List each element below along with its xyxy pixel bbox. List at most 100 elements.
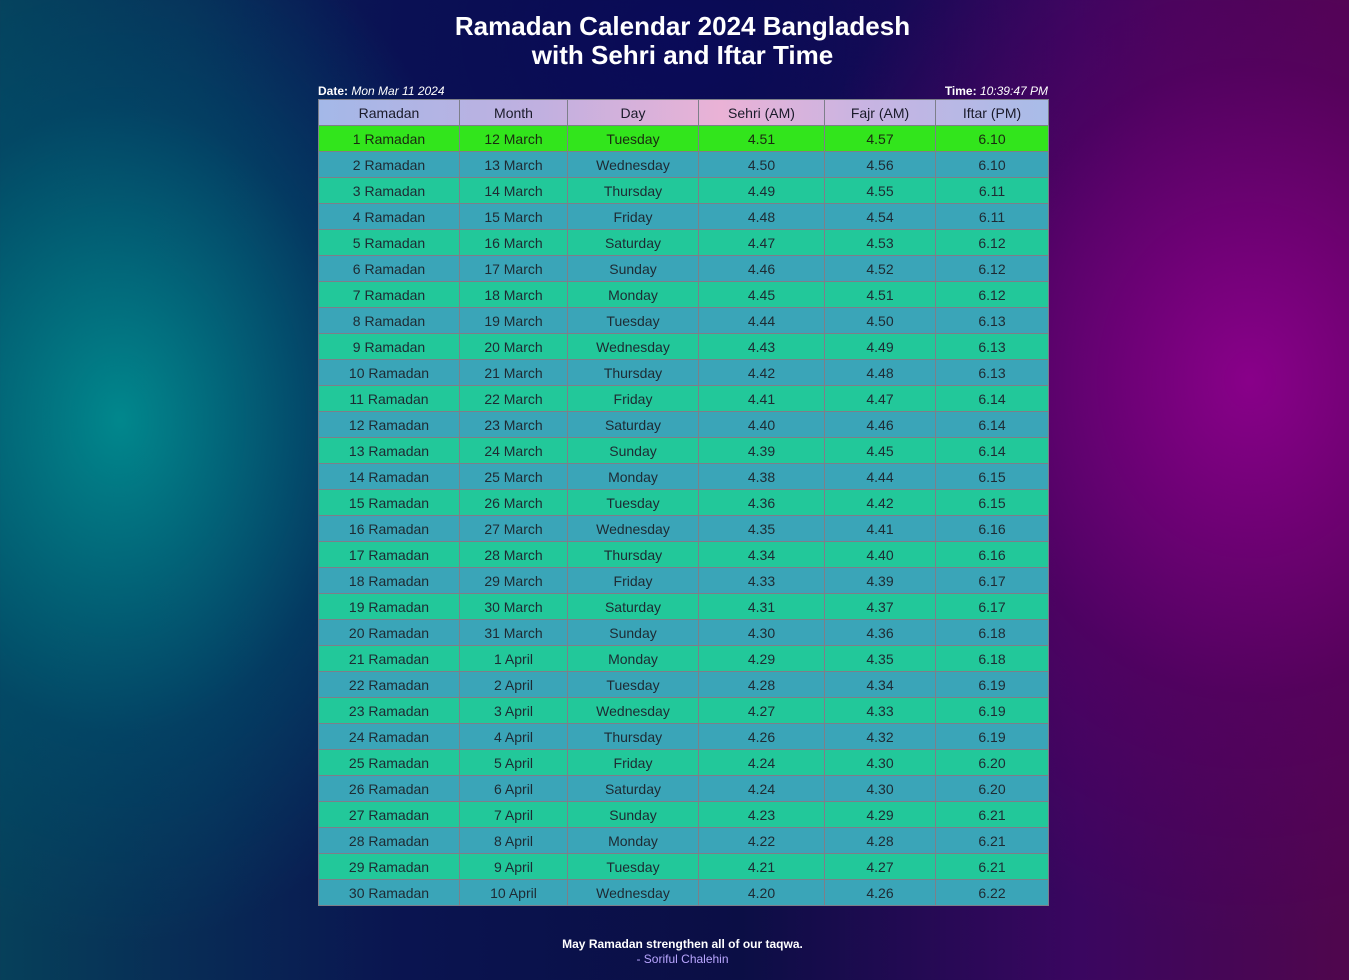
cell-ramadan: 21 Ramadan xyxy=(318,645,460,672)
cell-day: Tuesday xyxy=(567,489,699,516)
cell-fajr: 4.50 xyxy=(824,307,936,334)
header-fajr: Fajr (AM) xyxy=(824,99,936,126)
table-row: 26 Ramadan 6 April Saturday 4.24 4.30 6.20 xyxy=(318,775,1049,802)
cell-iftar: 6.16 xyxy=(935,515,1049,542)
cell-day: Tuesday xyxy=(567,671,699,698)
cell-fajr: 4.52 xyxy=(824,255,936,282)
cell-month: 10 April xyxy=(459,879,568,906)
header-month: Month xyxy=(459,99,568,126)
cell-iftar: 6.20 xyxy=(935,749,1049,776)
cell-day: Saturday xyxy=(567,229,699,256)
cell-day: Saturday xyxy=(567,411,699,438)
cell-sehri: 4.43 xyxy=(698,333,825,360)
cell-month: 6 April xyxy=(459,775,568,802)
cell-month: 4 April xyxy=(459,723,568,750)
cell-iftar: 6.12 xyxy=(935,229,1049,256)
table-row: 8 Ramadan 19 March Tuesday 4.44 4.50 6.13 xyxy=(318,307,1049,334)
table-row: 20 Ramadan 31 March Sunday 4.30 4.36 6.18 xyxy=(318,619,1049,646)
cell-day: Thursday xyxy=(567,359,699,386)
cell-sehri: 4.46 xyxy=(698,255,825,282)
cell-ramadan: 19 Ramadan xyxy=(318,593,460,620)
cell-month: 15 March xyxy=(459,203,568,230)
cell-day: Friday xyxy=(567,749,699,776)
cell-day: Friday xyxy=(567,385,699,412)
cell-day: Wednesday xyxy=(567,151,699,178)
cell-iftar: 6.15 xyxy=(935,489,1049,516)
header-sehri: Sehri (AM) xyxy=(698,99,825,126)
cell-day: Monday xyxy=(567,281,699,308)
cell-iftar: 6.20 xyxy=(935,775,1049,802)
cell-sehri: 4.33 xyxy=(698,567,825,594)
cell-fajr: 4.51 xyxy=(824,281,936,308)
cell-month: 23 March xyxy=(459,411,568,438)
cell-sehri: 4.44 xyxy=(698,307,825,334)
cell-day: Friday xyxy=(567,567,699,594)
cell-fajr: 4.47 xyxy=(824,385,936,412)
cell-iftar: 6.12 xyxy=(935,255,1049,282)
cell-month: 17 March xyxy=(459,255,568,282)
cell-day: Wednesday xyxy=(567,515,699,542)
cell-day: Monday xyxy=(567,463,699,490)
date-time-bar: Date: Mon Mar 11 2024 Time: 10:39:47 PM xyxy=(318,83,1048,99)
cell-ramadan: 29 Ramadan xyxy=(318,853,460,880)
current-time: Time: 10:39:47 PM xyxy=(945,83,1048,99)
table-row: 2 Ramadan 13 March Wednesday 4.50 4.56 6.10 xyxy=(318,151,1049,178)
cell-month: 3 April xyxy=(459,697,568,724)
table-row: 4 Ramadan 15 March Friday 4.48 4.54 6.11 xyxy=(318,203,1049,230)
cell-iftar: 6.15 xyxy=(935,463,1049,490)
cell-month: 24 March xyxy=(459,437,568,464)
cell-sehri: 4.49 xyxy=(698,177,825,204)
cell-iftar: 6.22 xyxy=(935,879,1049,906)
cell-fajr: 4.28 xyxy=(824,827,936,854)
cell-day: Wednesday xyxy=(567,333,699,360)
cell-iftar: 6.19 xyxy=(935,671,1049,698)
header-day: Day xyxy=(567,99,699,126)
table-header-row: Ramadan Month Day Sehri (AM) Fajr (AM) I… xyxy=(318,99,1049,126)
cell-sehri: 4.48 xyxy=(698,203,825,230)
cell-fajr: 4.44 xyxy=(824,463,936,490)
cell-month: 27 March xyxy=(459,515,568,542)
date-label: Date: xyxy=(318,84,349,98)
quote-author: - Soriful Chalehin xyxy=(636,952,729,966)
cell-ramadan: 2 Ramadan xyxy=(318,151,460,178)
cell-fajr: 4.40 xyxy=(824,541,936,568)
cell-sehri: 4.29 xyxy=(698,645,825,672)
cell-sehri: 4.51 xyxy=(698,125,825,152)
table-row: 6 Ramadan 17 March Sunday 4.46 4.52 6.12 xyxy=(318,255,1049,282)
table-row-today: 1 Ramadan 12 March Tuesday 4.51 4.57 6.10 xyxy=(318,125,1049,152)
table-row: 15 Ramadan 26 March Tuesday 4.36 4.42 6.15 xyxy=(318,489,1049,516)
cell-day: Monday xyxy=(567,645,699,672)
cell-month: 29 March xyxy=(459,567,568,594)
cell-month: 21 March xyxy=(459,359,568,386)
cell-ramadan: 22 Ramadan xyxy=(318,671,460,698)
cell-ramadan: 1 Ramadan xyxy=(318,125,460,152)
cell-day: Sunday xyxy=(567,619,699,646)
cell-day: Thursday xyxy=(567,723,699,750)
cell-fajr: 4.27 xyxy=(824,853,936,880)
cell-fajr: 4.29 xyxy=(824,801,936,828)
cell-sehri: 4.47 xyxy=(698,229,825,256)
cell-month: 16 March xyxy=(459,229,568,256)
page-title-line2: with Sehri and Iftar Time xyxy=(531,40,834,70)
table-row: 29 Ramadan 9 April Tuesday 4.21 4.27 6.21 xyxy=(318,853,1049,880)
table-row: 19 Ramadan 30 March Saturday 4.31 4.37 6.17 xyxy=(318,593,1049,620)
cell-ramadan: 13 Ramadan xyxy=(318,437,460,464)
cell-iftar: 6.19 xyxy=(935,723,1049,750)
cell-ramadan: 12 Ramadan xyxy=(318,411,460,438)
cell-day: Saturday xyxy=(567,593,699,620)
table-header: Ramadan Month Day Sehri (AM) Fajr (AM) I… xyxy=(318,99,1049,126)
cell-ramadan: 3 Ramadan xyxy=(318,177,460,204)
table-row: 23 Ramadan 3 April Wednesday 4.27 4.33 6.19 xyxy=(318,697,1049,724)
table-row: 3 Ramadan 14 March Thursday 4.49 4.55 6.11 xyxy=(318,177,1049,204)
cell-ramadan: 10 Ramadan xyxy=(318,359,460,386)
table-row: 28 Ramadan 8 April Monday 4.22 4.28 6.21 xyxy=(318,827,1049,854)
cell-fajr: 4.36 xyxy=(824,619,936,646)
cell-fajr: 4.34 xyxy=(824,671,936,698)
cell-month: 14 March xyxy=(459,177,568,204)
table-row: 9 Ramadan 20 March Wednesday 4.43 4.49 6.13 xyxy=(318,333,1049,360)
cell-month: 19 March xyxy=(459,307,568,334)
time-label: Time: xyxy=(944,84,977,98)
cell-month: 5 April xyxy=(459,749,568,776)
cell-month: 28 March xyxy=(459,541,568,568)
cell-month: 22 March xyxy=(459,385,568,412)
